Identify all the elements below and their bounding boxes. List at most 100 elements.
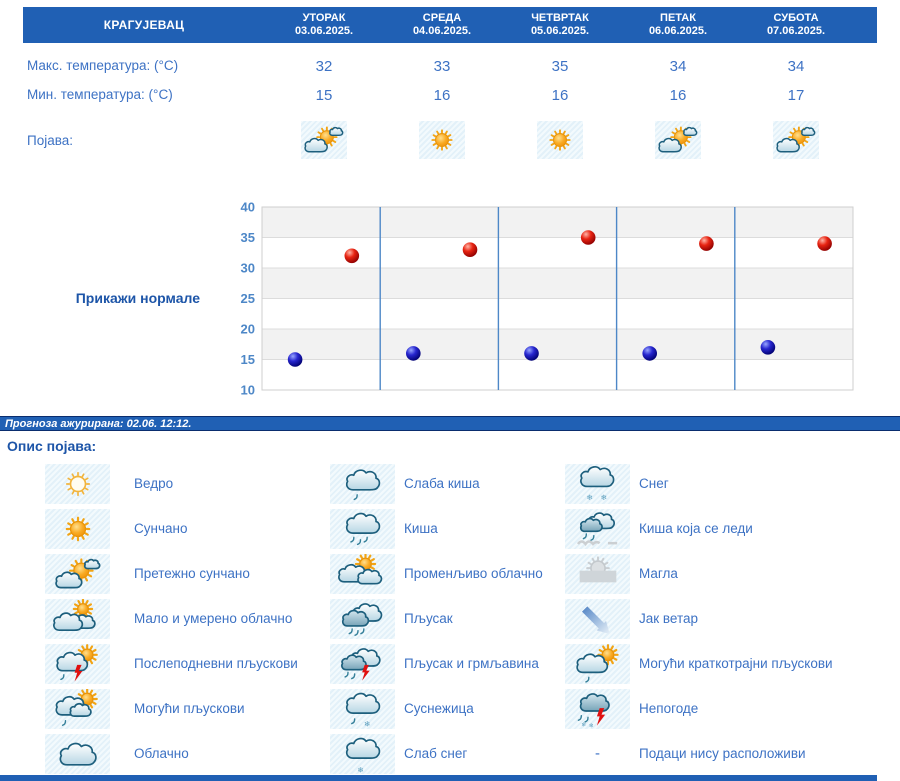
svg-text:❄: ❄ <box>357 765 363 774</box>
legend-label: Непогоде <box>639 701 699 716</box>
vedro-glyph <box>65 471 90 496</box>
legend-label: Ведро <box>134 476 174 491</box>
pretezno-suncano-glyph <box>304 126 344 153</box>
legend-row: Претежно сунчано <box>45 551 298 596</box>
legend-row: Послеподневни пљускови <box>45 641 298 686</box>
legend-label: Слаб снег <box>404 746 468 761</box>
pretezno-suncano-glyph <box>658 126 698 153</box>
light-snow-icon: ❄ <box>330 733 395 774</box>
legend-column-3: ❄ ❄ Снег Киша која се леди Магла Јак ветар… <box>565 461 833 776</box>
sleet-icon: ❄ <box>330 688 395 729</box>
day-name: СУБОТА <box>773 12 819 24</box>
clear-icon <box>45 463 110 504</box>
max-temp-label: Макс. температура: (°C) <box>27 58 179 73</box>
day-header-thursday: ЧЕТВРТАК 05.06.2025. <box>501 7 619 43</box>
forecast-updated-bar: Прогноза ажурирана: 02.06. 12:12. <box>0 416 900 431</box>
day-date: 03.06.2025. <box>294 25 354 37</box>
day-header-saturday: СУБОТА 07.06.2025. <box>737 7 855 43</box>
show-normals-link[interactable]: Прикажи нормале <box>75 290 200 306</box>
temperature-chart: 10 15 20 25 30 35 40 <box>241 200 854 398</box>
mostly-sunny-icon <box>45 553 110 594</box>
legend-label: Сунчано <box>134 521 188 536</box>
rain-icon <box>330 508 395 549</box>
nepogode-glyph: ❄ ❄ <box>577 692 610 729</box>
min-temp-value: 15 <box>315 87 333 104</box>
svg-text:40: 40 <box>241 200 255 215</box>
legend-label: Киша која се леди <box>639 521 753 536</box>
svg-text:20: 20 <box>241 322 255 337</box>
svg-text:❄: ❄ <box>600 492 606 501</box>
legend-row: ❄ Суснежица <box>330 686 543 731</box>
no-data-dash: - <box>595 745 600 762</box>
moguci-kratko-glyph <box>575 643 619 683</box>
legend-label: Пљусак и грмљавина <box>404 656 539 671</box>
legend-row: Пљусак <box>330 596 543 641</box>
pretezno-suncano-glyph <box>776 126 816 153</box>
legend-row: - Подаци нису расположиви <box>565 731 833 776</box>
oblacno-glyph <box>59 742 97 766</box>
sneg-glyph: ❄ ❄ <box>579 465 614 501</box>
legend-row: Киша <box>330 506 543 551</box>
day-header-wednesday: СРЕДА 04.06.2025. <box>383 7 501 43</box>
max-temp-value: 34 <box>787 58 805 75</box>
city-name: КРАГУЈЕВАЦ <box>103 18 185 32</box>
legend-label: Променљиво облачно <box>404 566 543 581</box>
legend-row: Ведро <box>45 461 298 506</box>
forecast-icon-saturday <box>773 121 819 159</box>
day-date: 07.06.2025. <box>766 25 826 37</box>
legend-label: Киша <box>404 521 438 536</box>
day-name: УТОРАК <box>302 12 346 24</box>
svg-text:35: 35 <box>241 230 255 245</box>
legend-label: Могући краткотрајни пљускови <box>639 656 833 671</box>
min-temp-point <box>287 352 303 367</box>
legend-label: Суснежица <box>404 701 474 716</box>
forecast-icon-friday <box>655 121 701 159</box>
forecast-table-header: КРАГУЈЕВАЦ УТОРАК 03.06.2025. СРЕДА 04.06.… <box>23 7 877 43</box>
phenomenon-row: Појава: <box>23 121 877 159</box>
snow-icon: ❄ ❄ <box>565 463 630 504</box>
legend-row: ❄ Слаб снег <box>330 731 543 776</box>
legend-label: Претежно сунчано <box>134 566 250 581</box>
possible-showers-icon <box>45 688 110 729</box>
susnezica-glyph: ❄ <box>345 692 380 728</box>
legend-row: Облачно <box>45 731 298 776</box>
bottom-bar <box>0 775 877 781</box>
svg-text:25: 25 <box>241 291 255 306</box>
pljusak-glyph <box>341 602 382 636</box>
max-temp-point <box>580 230 596 245</box>
legend-label: Подаци нису расположиви <box>639 746 806 761</box>
malo-umereno-glyph <box>52 598 96 631</box>
slab-sneg-glyph: ❄ <box>345 737 380 774</box>
strong-wind-icon <box>565 598 630 639</box>
moguci-pljuskovi-glyph <box>54 688 98 726</box>
legend-row: Могући краткотрајни пљускови <box>565 641 833 686</box>
svg-text:❄: ❄ <box>588 722 593 729</box>
max-temp-point <box>817 236 832 251</box>
posle-pljuskovi-glyph <box>55 643 98 681</box>
min-temp-value: 16 <box>669 87 687 104</box>
legend-row: Сунчано <box>45 506 298 551</box>
svg-text:10: 10 <box>241 383 255 398</box>
forecast-icon-wednesday <box>419 121 465 159</box>
svg-text:30: 30 <box>241 261 255 276</box>
legend-row: ❄ ❄ Снег <box>565 461 833 506</box>
day-name: СРЕДА <box>422 12 462 24</box>
legend-row: Мало и умерено облачно <box>45 596 298 641</box>
legend-label: Могући пљускови <box>134 701 245 716</box>
svg-text:15: 15 <box>241 352 255 367</box>
pljusak-grmljavina-glyph <box>340 647 381 681</box>
partly-cloudy-icon <box>45 598 110 639</box>
min-temp-row: Мин. температура: (°C) 15 16 16 16 17 <box>23 87 877 104</box>
max-temp-row: Макс. температура: (°C) 32 33 35 34 34 <box>23 58 877 75</box>
storm-icon: ❄ ❄ <box>565 688 630 729</box>
legend-row: Пљусак и грмљавина <box>330 641 543 686</box>
svg-text:❄: ❄ <box>364 719 370 728</box>
max-temp-point <box>344 248 360 264</box>
legend-row: Слаба киша <box>330 461 543 506</box>
legend-label: Пљусак <box>404 611 453 626</box>
legend-label: Јак ветар <box>639 611 699 626</box>
max-temp-value: 33 <box>433 58 451 75</box>
kisa-glyph <box>345 512 380 545</box>
brief-showers-icon <box>565 643 630 684</box>
